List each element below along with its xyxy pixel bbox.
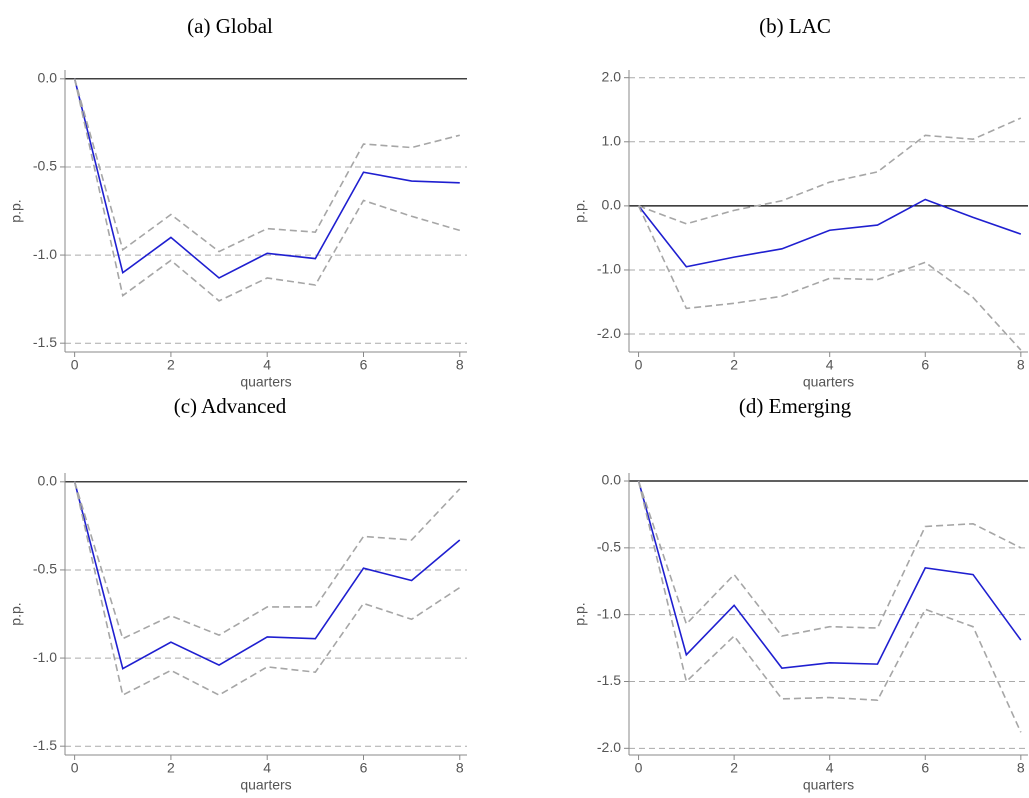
x-tick-label: 0 (635, 357, 643, 373)
x-tick-label: 2 (730, 760, 738, 776)
x-axis-label: quarters (240, 374, 291, 390)
panel-title: (d) Emerging (739, 394, 852, 418)
y-tick-label: 1.0 (602, 132, 622, 148)
y-tick-label: -0.5 (33, 561, 57, 577)
panel-title: (b) LAC (759, 14, 831, 38)
y-tick-label: -1.0 (597, 261, 621, 277)
y-tick-label: -1.0 (597, 605, 621, 621)
x-tick-label: 8 (456, 357, 464, 373)
y-tick-label: -0.5 (597, 539, 621, 555)
x-tick-label: 0 (635, 760, 643, 776)
y-tick-label: 0.0 (38, 473, 58, 489)
panel-title: (a) Global (187, 14, 273, 38)
x-tick-label: 6 (921, 760, 929, 776)
y-tick-label: -1.5 (597, 672, 621, 688)
x-tick-label: 0 (71, 760, 79, 776)
series-line (73, 78, 460, 253)
y-tick-label: 2.0 (602, 68, 622, 84)
y-axis-label: p.p. (572, 602, 588, 625)
y-axis-label: p.p. (8, 199, 24, 222)
series-line (637, 480, 1022, 733)
x-tick-label: 2 (167, 357, 175, 373)
y-tick-label: -1.5 (33, 334, 57, 350)
series-line (73, 481, 461, 670)
x-tick-label: 4 (826, 760, 834, 776)
panel-title: (c) Advanced (174, 394, 287, 418)
series-line (637, 480, 1022, 669)
series-line (637, 198, 1022, 268)
series-line (73, 481, 461, 697)
x-axis-label: quarters (240, 777, 291, 793)
x-tick-label: 6 (921, 357, 929, 373)
y-tick-label: 0.0 (602, 197, 622, 213)
y-tick-label: -2.0 (597, 739, 621, 755)
series-line (638, 117, 1022, 225)
x-tick-label: 2 (730, 357, 738, 373)
series-line (73, 78, 460, 279)
y-tick-label: 0.0 (38, 70, 58, 86)
x-tick-label: 8 (456, 760, 464, 776)
y-tick-label: -0.5 (33, 158, 57, 174)
x-tick-label: 4 (263, 357, 271, 373)
x-axis-label: quarters (803, 374, 854, 390)
x-tick-label: 6 (360, 760, 368, 776)
x-tick-label: 8 (1017, 357, 1025, 373)
y-tick-label: -1.5 (33, 737, 57, 753)
series-line (73, 481, 461, 640)
y-axis-label: p.p. (8, 602, 24, 625)
y-axis-label: p.p. (572, 199, 588, 222)
x-tick-label: 4 (263, 760, 271, 776)
y-tick-label: -1.0 (33, 649, 57, 665)
y-tick-label: 0.0 (602, 472, 622, 488)
x-tick-label: 8 (1017, 760, 1025, 776)
x-tick-label: 2 (167, 760, 175, 776)
x-tick-label: 0 (71, 357, 79, 373)
series-line (637, 205, 1022, 351)
x-tick-label: 4 (826, 357, 834, 373)
x-tick-label: 6 (360, 357, 368, 373)
series-line (73, 78, 461, 302)
series-line (637, 480, 1022, 637)
x-axis-label: quarters (803, 777, 854, 793)
y-tick-label: -1.0 (33, 246, 57, 262)
y-tick-label: -2.0 (597, 325, 621, 341)
